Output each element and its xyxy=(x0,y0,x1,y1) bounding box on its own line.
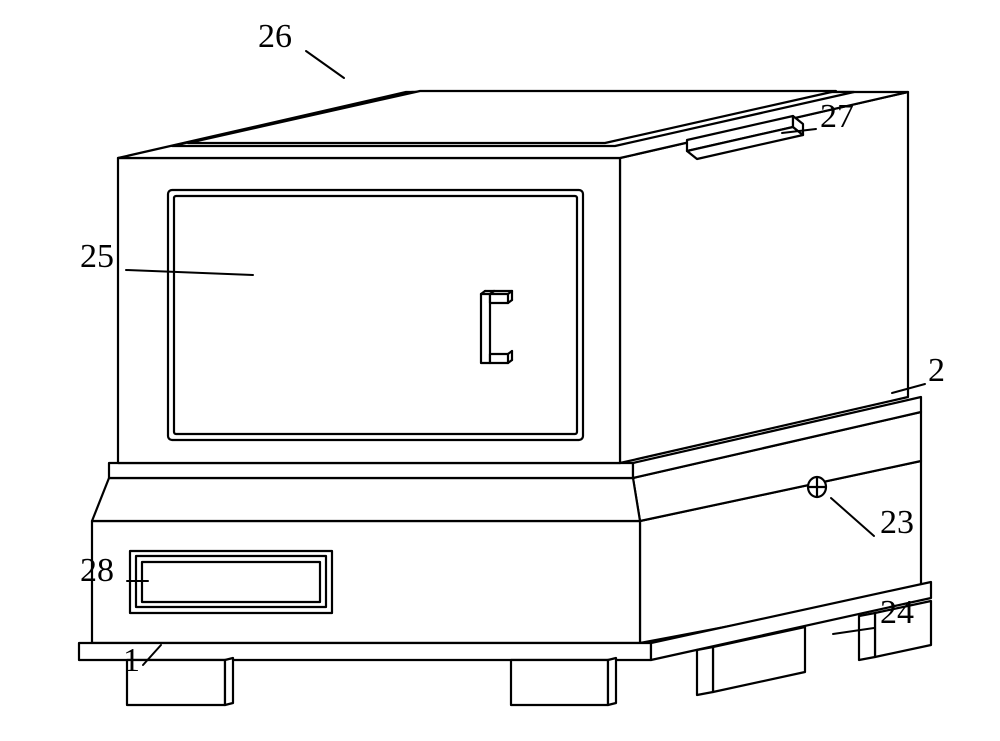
label-2: 2 xyxy=(928,352,945,390)
label-25: 25 xyxy=(80,238,114,276)
label-23: 23 xyxy=(880,504,914,542)
base-top-strip xyxy=(92,478,640,521)
label-28: 28 xyxy=(80,552,114,590)
upper-rim-front xyxy=(109,463,633,478)
label-27: 27 xyxy=(820,98,854,136)
label-24: 24 xyxy=(880,594,914,632)
label-26: 26 xyxy=(258,18,292,56)
label-1: 1 xyxy=(123,642,140,680)
cabinet-door-inner xyxy=(174,196,577,434)
foot-front-right xyxy=(511,658,616,705)
base-rim-front xyxy=(79,643,651,660)
panel-28-inner xyxy=(142,562,320,602)
